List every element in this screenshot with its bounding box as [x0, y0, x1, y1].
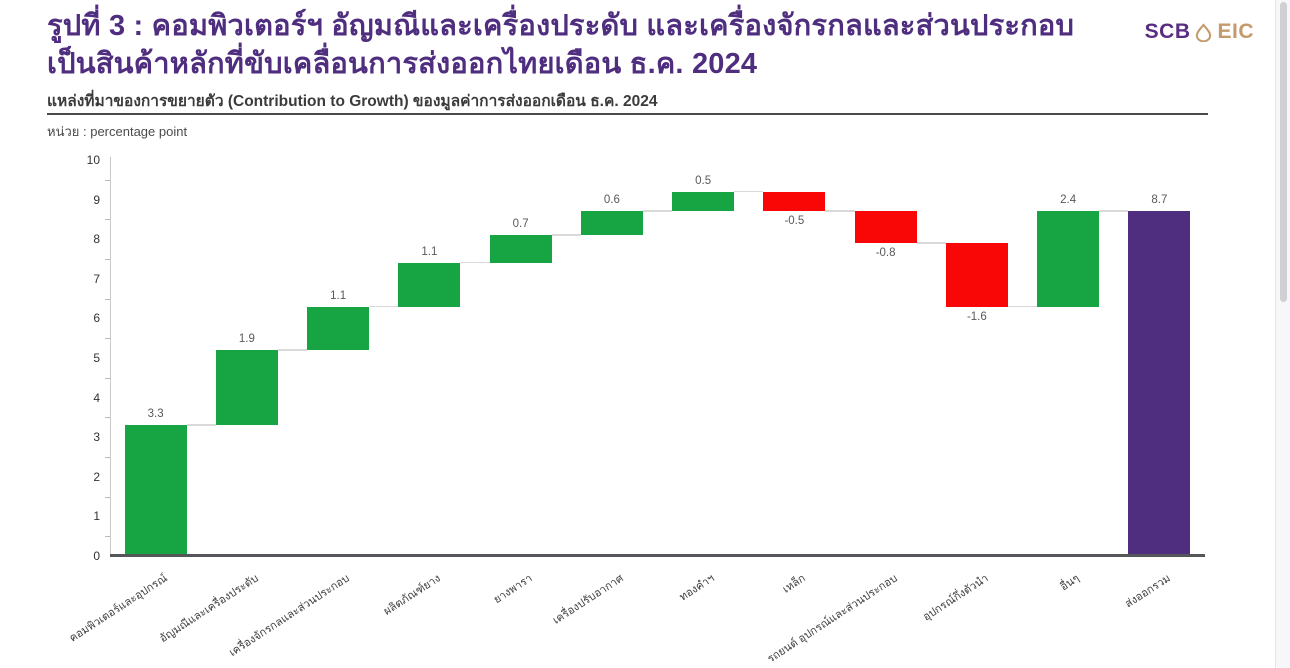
x-axis-line [110, 554, 1205, 557]
y-tick-label: 6 [93, 311, 100, 326]
waterfall-bar [580, 211, 643, 236]
y-tick-label: 9 [93, 192, 100, 207]
waterfall-connector [1099, 210, 1129, 212]
header-divider [47, 113, 1208, 115]
bar-value-label: 0.5 [695, 174, 712, 187]
y-minor-tick [105, 259, 110, 260]
scrollbar-thumb[interactable] [1280, 2, 1287, 302]
waterfall-connector [1007, 305, 1038, 308]
bar-value-label: 3.3 [147, 408, 164, 421]
chart-subtitle: แหล่งที่มาของการขยายตัว (Contribution to… [47, 93, 658, 110]
waterfall-connector [551, 234, 581, 236]
scb-eic-logo: SCB EIC [1145, 20, 1254, 44]
unit-label: หน่วย : percentage point [47, 124, 188, 139]
y-minor-tick [105, 417, 110, 419]
waterfall-connector [186, 424, 216, 426]
scb-lotus-icon [1192, 22, 1215, 42]
waterfall-connector [734, 190, 764, 193]
waterfall-connector [916, 242, 946, 244]
waterfall-bar [945, 243, 1008, 307]
y-minor-tick [105, 536, 110, 538]
title-line-1: รูปที่ 3 : คอมพิวเตอร์ฯ อัญมณีและเครื่อง… [47, 10, 1075, 42]
waterfall-connector [277, 349, 308, 351]
bar-value-label: -0.5 [784, 215, 805, 228]
y-tick-label: 2 [93, 469, 100, 484]
y-tick-label: 10 [86, 153, 100, 167]
y-minor-tick [105, 338, 110, 340]
y-minor-tick [105, 457, 110, 458]
waterfall-connector [825, 210, 855, 212]
y-axis-line [110, 157, 111, 556]
y-minor-tick [105, 377, 110, 379]
waterfall-bar [763, 191, 826, 212]
waterfall-bar [1037, 211, 1100, 307]
bar-value-label: 1.1 [330, 289, 347, 302]
waterfall-bar [489, 235, 552, 263]
logo-text-eic: EIC [1217, 20, 1254, 43]
y-minor-tick [105, 496, 110, 498]
y-minor-tick [105, 179, 110, 181]
y-tick-label: 3 [93, 430, 100, 445]
bar-value-label: -1.6 [966, 310, 987, 323]
bar-value-label: 0.7 [512, 218, 529, 231]
logo-text-scb: SCB [1144, 20, 1191, 43]
waterfall-bar [854, 211, 917, 244]
waterfall-bar [1128, 211, 1191, 556]
waterfall-connector [642, 210, 673, 212]
waterfall-bar [215, 350, 278, 426]
waterfall-connector [369, 305, 399, 308]
y-tick-label: 5 [93, 351, 100, 365]
bar-value-label: 1.1 [421, 245, 438, 258]
y-tick-label: 1 [93, 509, 100, 524]
y-tick-label: 0 [93, 549, 100, 563]
bar-value-label: -0.8 [875, 247, 896, 260]
y-tick-label: 8 [93, 232, 100, 247]
y-minor-tick [105, 219, 110, 221]
bar-value-label: 8.7 [1151, 194, 1168, 207]
waterfall-bar [672, 191, 735, 212]
bar-value-label: 0.6 [603, 194, 620, 207]
bar-value-label: 2.4 [1060, 194, 1077, 207]
title-line-2: เป็นสินค้าหลักที่ขับเคลื่อนการส่งออกไทยเ… [47, 47, 758, 80]
waterfall-connector [460, 261, 490, 264]
waterfall-bar [398, 262, 461, 307]
waterfall-bar [124, 425, 187, 556]
y-tick-label: 4 [93, 390, 100, 405]
page-title: รูปที่ 3 : คอมพิวเตอร์ฯ อัญมณีและเครื่อง… [47, 8, 1147, 83]
bar-value-label: 1.9 [238, 333, 255, 346]
waterfall-bar [307, 306, 370, 351]
y-minor-tick [105, 298, 110, 300]
y-tick-label: 7 [93, 271, 100, 286]
scrollbar-track[interactable] [1275, 0, 1290, 668]
